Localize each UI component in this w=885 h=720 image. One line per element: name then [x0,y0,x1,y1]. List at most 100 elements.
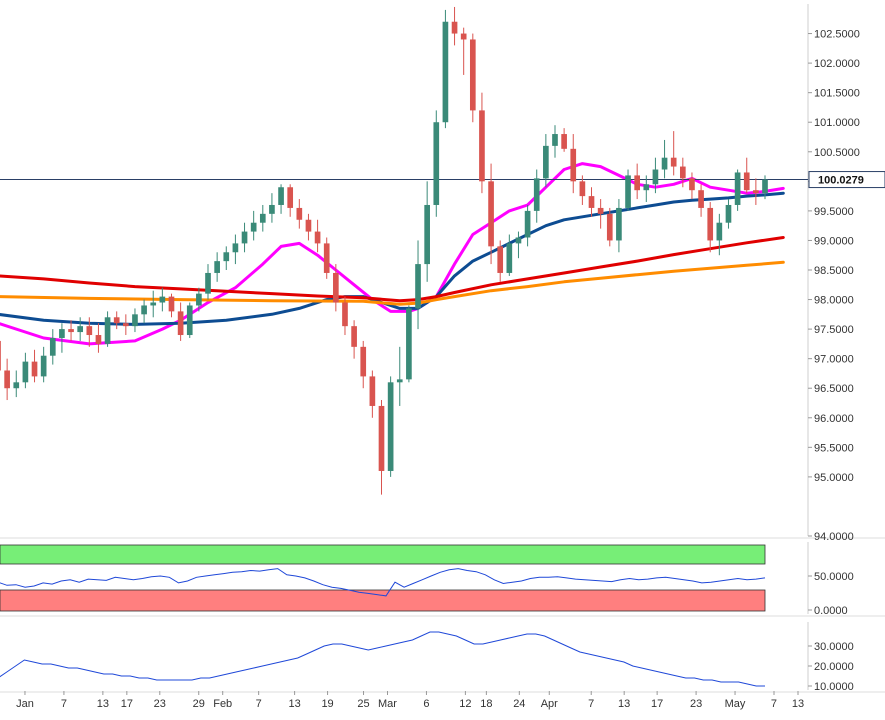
moving-average-line-3 [0,236,785,303]
x-tick-label: 17 [121,698,133,710]
candle-body [689,178,695,191]
candle-body [241,231,248,244]
candle-body [561,134,567,149]
candle-body [333,272,339,303]
main-y-tick-label: 101.5000 [814,88,860,100]
main-y-tick-label: 100.5000 [814,147,860,159]
candle-body [552,134,558,146]
x-tick-label: 7 [61,698,67,710]
x-tick-label: 19 [321,698,333,710]
main-y-tick-label: 99.5000 [814,206,854,218]
candle-body [113,317,120,324]
candle-body [707,207,714,241]
candle-body [49,337,56,356]
candle-body [369,376,376,406]
candle-body [497,246,504,273]
candle-body [351,326,357,347]
candle-body [479,110,485,182]
x-tick-label: Feb [213,698,232,710]
candle-body [570,148,577,182]
candle-body [68,329,74,333]
candle-body [95,335,102,344]
candle-body [205,272,211,294]
candle-body [168,296,175,312]
candle-body [643,184,650,191]
candle-body [132,314,138,327]
candle-body [186,305,193,336]
x-tick-label: Jan [16,698,34,710]
candle-body [22,361,29,383]
last-price-label: 100.0279 [818,175,864,187]
candle-body [287,187,294,208]
candle-body [196,293,202,306]
x-tick-label: 23 [154,698,166,710]
candle-body [323,243,330,273]
candle-body [616,207,622,241]
candle-body [451,21,458,34]
osc1-line [0,568,766,597]
main-y-tick-label: 98.0000 [814,295,854,307]
candle-body [433,122,440,205]
x-tick-label: 7 [588,698,594,710]
candle-body [86,326,93,336]
x-tick-label: 13 [97,698,109,710]
candle-body [387,382,394,471]
candle-body [442,21,449,123]
osc2-y-tick-label: 30.0000 [814,641,854,653]
osc2-line [0,631,765,687]
candle-body [141,305,147,315]
candle-body [159,296,166,303]
candle-body [223,252,230,262]
candle-body [378,405,385,471]
moving-average-line-0 [0,162,785,346]
oversold-zone [0,589,766,612]
x-tick-label: Mar [378,698,397,710]
candle-body [406,308,412,380]
candle-body [4,370,10,389]
candle-body [716,222,723,241]
candle-body [278,187,284,205]
candle-body [415,264,421,309]
candle-body [734,172,741,205]
candle-body [597,207,604,214]
x-tick-label: 23 [690,698,702,710]
candle-body [250,222,257,232]
candle-body [314,231,321,244]
candle-body [104,317,111,344]
candle-body [305,219,312,232]
main-y-tick-label: 102.5000 [814,29,860,41]
candle-body [661,157,668,170]
candle-body [150,302,157,306]
last-price-tag [808,171,885,189]
candle-body [533,178,540,211]
candle-body [77,326,84,333]
x-tick-label: 25 [357,698,369,710]
candle-body [634,175,640,191]
candle-body [488,181,494,247]
x-tick-label: 7 [771,698,777,710]
osc1-y-tick-label: 50.0000 [814,571,854,583]
x-tick-label: 6 [423,698,429,710]
main-y-tick-label: 97.0000 [814,354,854,366]
candle-body [31,361,38,377]
candle-body [588,196,595,208]
x-tick-label: 13 [288,698,300,710]
osc2-y-tick-label: 20.0000 [814,661,854,673]
moving-average-line-1 [0,191,785,326]
x-tick-label: 18 [480,698,492,710]
candle-body [606,213,613,241]
candle-body [543,145,549,179]
x-tick-label: 7 [256,698,262,710]
main-y-tick-label: 99.0000 [814,235,854,247]
candle-body [214,261,220,273]
candle-body [506,243,513,273]
candle-body [0,340,1,371]
main-y-tick-label: 96.5000 [814,383,854,395]
candle-body [579,181,586,197]
candle-body [460,33,467,40]
main-y-tick-label: 97.5000 [814,324,854,336]
x-tick-label: Apr [541,698,558,710]
candle-body [177,311,184,336]
